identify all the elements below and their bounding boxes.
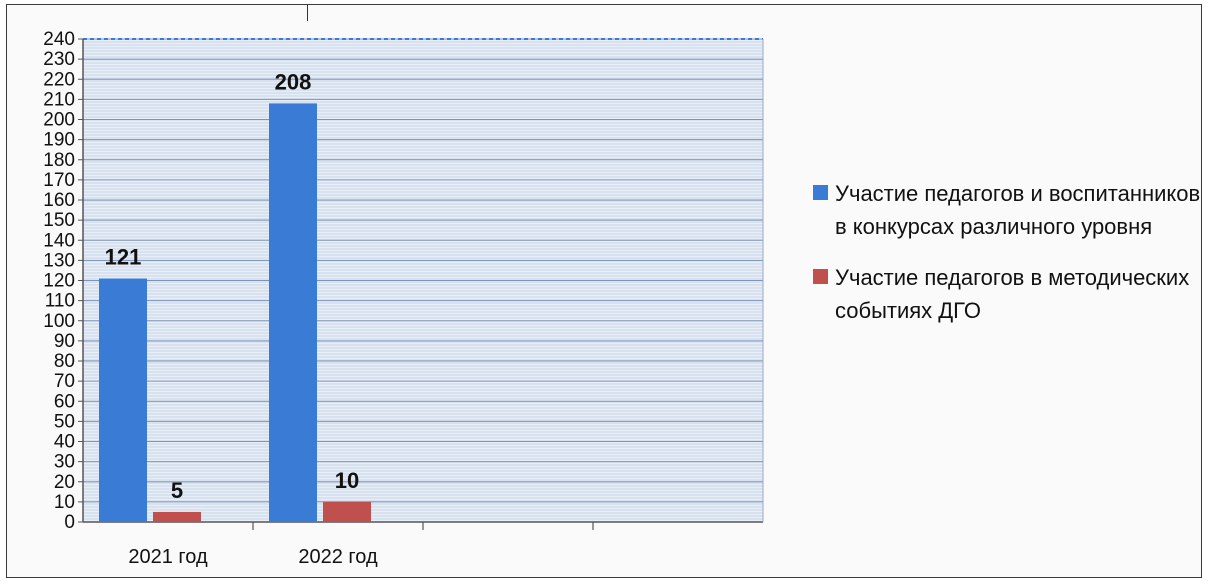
y-tick-label: 200 [43,110,75,131]
x-category-label: 2022 год [298,546,378,568]
y-tick-label: 60 [54,391,75,412]
y-tick-label: 110 [45,291,75,312]
bar-data-label: 5 [171,478,183,503]
legend-item-methodical-events: Участие педагогов в методических события… [813,261,1203,327]
x-category-label: 2021 год [128,546,208,568]
legend-swatch-methodical-events [813,269,828,284]
y-tick-label: 90 [54,331,75,352]
y-tick-label: 0 [64,512,75,533]
data-labels: 121 208 5 10 [105,69,360,503]
legend-label-methodical-events: Участие педагогов в методических события… [835,265,1190,323]
y-tick-label: 160 [43,190,75,211]
y-tick-label: 40 [54,432,75,453]
y-axis-ticks: 0102030405060708090100110120130140150160… [43,29,83,533]
scan-line [307,5,308,21]
y-tick-label: 130 [43,250,75,271]
bar-data-label: 121 [105,244,142,269]
y-tick-label: 70 [54,371,75,392]
y-tick-label: 170 [43,170,75,191]
y-tick-label: 30 [54,452,75,473]
y-tick-label: 210 [43,89,75,110]
y-tick-label: 180 [43,150,75,171]
y-tick-label: 150 [43,210,75,231]
bar-chart: 0102030405060708090100110120130140150160… [43,29,764,568]
y-tick-label: 50 [54,411,75,432]
bars [99,103,371,523]
bar-series-1 [99,278,147,522]
legend-swatch-contests [813,185,828,200]
legend-label-contests: Участие педагогов и воспитанников в конк… [835,181,1201,239]
y-tick-label: 220 [43,69,75,90]
y-tick-label: 100 [43,311,75,332]
y-tick-label: 20 [54,472,75,493]
y-tick-label: 10 [54,492,75,513]
bar-series-2 [153,511,201,522]
y-tick-label: 230 [43,49,75,70]
legend-item-contests: Участие педагогов и воспитанников в конк… [813,177,1203,243]
bar-data-label: 208 [275,69,312,94]
y-tick-label: 240 [43,29,75,50]
bar-series-1 [269,103,317,523]
x-axis-labels: 2021 год 2022 год [128,546,378,568]
y-tick-label: 80 [54,351,75,372]
y-tick-label: 120 [43,271,75,292]
y-tick-label: 140 [43,230,75,251]
y-tick-label: 190 [43,130,75,151]
bar-series-2 [323,501,371,522]
legend: Участие педагогов и воспитанников в конк… [813,177,1203,345]
gridlines [83,38,763,523]
bar-data-label: 10 [335,468,359,493]
chart-frame: 0 10 20 30 40 50 60 70 80 90 100 110 120 130 140 150 160… [6,4,1202,578]
